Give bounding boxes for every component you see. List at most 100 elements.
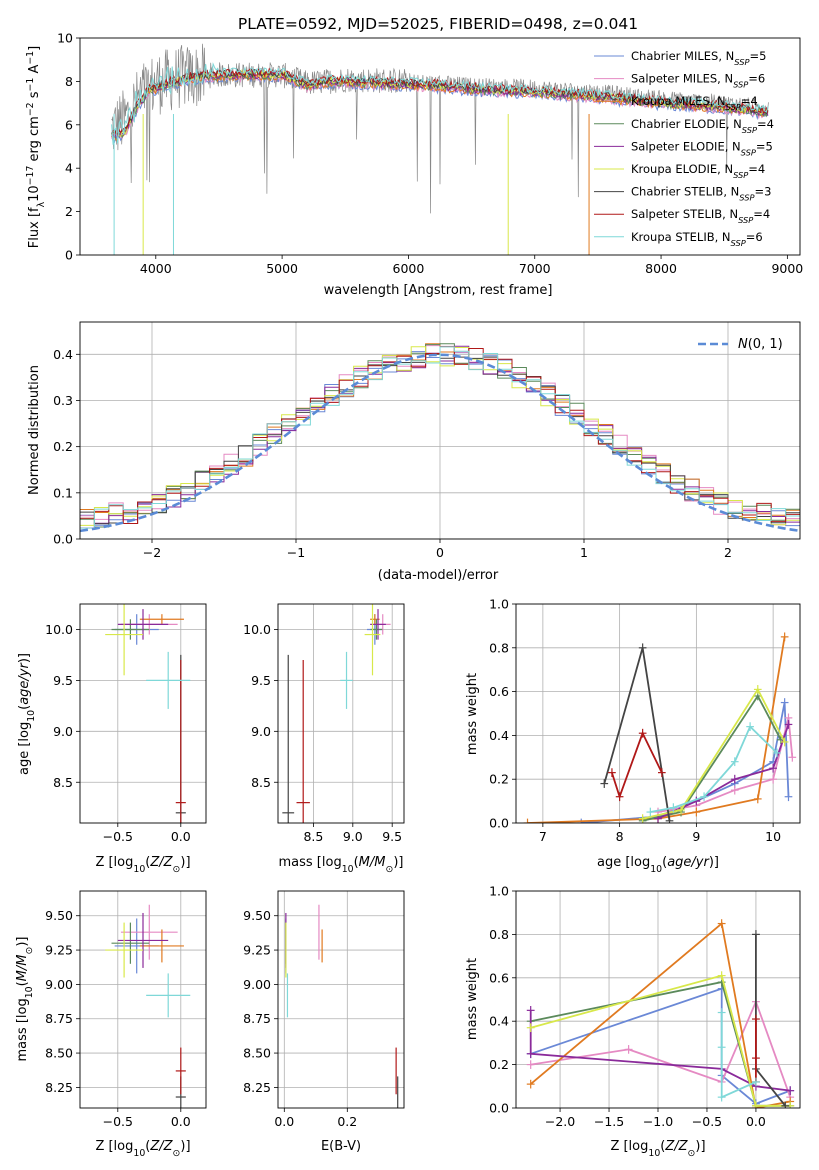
label-part: SSP bbox=[741, 147, 756, 157]
x-tick-label: 5000 bbox=[266, 261, 298, 276]
axes-age_vs_Z: −0.5 0.08.59.09.510.0Z [log10(Z/Z⊙)]age [… bbox=[17, 603, 207, 875]
axes-weight_vs_Z: −2.0 −1.5 −1.0 −0.5 0.0 0.0 0.2 0.4 0.6 0.8 1.0 Z [… bbox=[465, 884, 801, 1159]
axes-frame-mass_vs_Z bbox=[79, 890, 207, 1109]
label-part: 10 bbox=[648, 1148, 660, 1159]
label-part: )] bbox=[695, 1139, 705, 1154]
y-tick-label: 9.0 bbox=[251, 724, 271, 739]
x-tick-label: 1 bbox=[580, 545, 588, 560]
axes-frame-weight_vs_Z bbox=[515, 890, 801, 1109]
label-part: SSP bbox=[742, 125, 757, 135]
label-part: )] bbox=[393, 855, 403, 870]
x-axis-label: Z [log10(Z/Z⊙)] bbox=[95, 855, 190, 875]
axes-frame-age_vs_mass bbox=[277, 603, 405, 824]
label-part: −2 bbox=[25, 102, 36, 116]
Z-weight-line bbox=[530, 921, 791, 1108]
label-part: SSP bbox=[733, 80, 748, 90]
y-tick-label: 8.25 bbox=[243, 1080, 271, 1095]
y-tick-label: 0 bbox=[65, 248, 73, 263]
axes-spectrum: 4000 5000 6000 7000 8000 9000 0 2 4 6 8 10 Chabrier … bbox=[25, 31, 804, 299]
axes-frame-mass_vs_ebv bbox=[277, 890, 405, 1109]
label-part: M/M bbox=[15, 955, 30, 982]
label-part: 10 bbox=[24, 986, 35, 998]
label-part: ( bbox=[662, 855, 667, 870]
age-weight-line bbox=[650, 725, 778, 813]
x-tick-label: −0.5 bbox=[692, 1114, 722, 1129]
label-part: Kroupa MILES, N bbox=[631, 94, 726, 108]
y-tick-label: 0.4 bbox=[489, 728, 509, 743]
age-weight-line bbox=[657, 717, 794, 813]
label-part: =3 bbox=[754, 185, 771, 199]
plot-area-mass_vs_ebv bbox=[278, 891, 404, 1108]
label-part: Kroupa ELODIE, N bbox=[631, 162, 733, 176]
y-tick-label: 6 bbox=[65, 117, 73, 132]
label-part: SSP bbox=[733, 170, 748, 180]
x-tick-label: 9.0 bbox=[343, 829, 363, 844]
x-tick-label: 0.2 bbox=[337, 1114, 357, 1129]
label-part: age [log bbox=[17, 722, 32, 775]
label-part: −1 bbox=[25, 51, 36, 65]
age-weight-line bbox=[603, 647, 671, 821]
label-part: Kroupa STELIB, N bbox=[631, 230, 731, 244]
y-axis-label: mass weight bbox=[465, 673, 480, 755]
label-part: Salpeter ELODIE, N bbox=[631, 139, 741, 153]
label-part: 10 bbox=[133, 864, 145, 875]
y-tick-label: 9.25 bbox=[45, 943, 73, 958]
age-weight-line bbox=[657, 724, 790, 820]
y-tick-label: 8.5 bbox=[251, 775, 271, 790]
y-tick-label: 9.50 bbox=[45, 908, 73, 923]
x-tick-label: 2 bbox=[724, 545, 732, 560]
label-part: )] bbox=[180, 855, 190, 870]
legend-entry: Salpeter STELIB, NSSP=4 bbox=[631, 207, 770, 225]
y-tick-label: 8.25 bbox=[45, 1080, 73, 1095]
x-tick-label: 8 bbox=[616, 829, 624, 844]
y-tick-label: 0.8 bbox=[489, 927, 509, 942]
axes-frame-residuals bbox=[79, 321, 801, 540]
y-tick-label: 9.0 bbox=[53, 724, 73, 739]
plot-area-weight_vs_age bbox=[516, 604, 800, 823]
label-part: ⊙ bbox=[173, 864, 181, 875]
label-part: )] bbox=[15, 937, 30, 947]
label-part: λ bbox=[36, 201, 47, 207]
label-part: ( bbox=[145, 855, 150, 870]
y-axis-label: Flux [fλ10−17 erg cm−2 s−1 A−1] bbox=[25, 46, 47, 248]
label-part: mass [log bbox=[15, 998, 30, 1061]
y-tick-label: 9.5 bbox=[251, 673, 271, 688]
label-part: SSP bbox=[738, 215, 753, 225]
label-part: ⊙ bbox=[385, 864, 393, 875]
x-axis-label: Z [log10(Z/Z⊙)] bbox=[95, 1139, 190, 1159]
label-part: =5 bbox=[749, 49, 766, 63]
y-tick-label: 0.2 bbox=[489, 1057, 509, 1072]
axes-mass_vs_ebv: 0.0 0.2 8.25 8.50 8.75 9.00 9.25 9.50 E(B-V) bbox=[243, 890, 405, 1154]
label-part: =4 bbox=[741, 94, 758, 108]
label-part: N bbox=[738, 337, 748, 352]
label-part: M/M bbox=[359, 855, 386, 870]
label-part: Flux [f bbox=[27, 207, 42, 248]
y-tick-label: 9.5 bbox=[53, 673, 73, 688]
x-tick-label: 0.0 bbox=[171, 829, 191, 844]
axes-age_vs_mass: 8.5 9.0 9.5 8.5 9.0 9.5 10.0 mass [log10(M/M⊙)] bbox=[243, 603, 405, 875]
model-spectrum-line bbox=[111, 68, 769, 139]
label-part: ⊙ bbox=[24, 947, 35, 955]
label-part: =4 bbox=[748, 162, 765, 176]
label-part: erg cm bbox=[27, 116, 42, 165]
label-part: mass [log bbox=[279, 855, 342, 870]
age-weight-line bbox=[642, 687, 786, 820]
label-part: ( bbox=[145, 1139, 150, 1154]
label-part: age/yr bbox=[17, 661, 32, 704]
y-tick-label: 0.3 bbox=[53, 393, 73, 408]
label-part: Z [log bbox=[95, 855, 133, 870]
x-tick-label: 0.0 bbox=[171, 1114, 191, 1129]
y-tick-label: 0.6 bbox=[489, 684, 509, 699]
label-part: Z/Z bbox=[664, 1139, 688, 1154]
x-tick-label: 9.5 bbox=[382, 829, 402, 844]
label-part: ] bbox=[27, 46, 42, 51]
label-part: =4 bbox=[753, 207, 770, 221]
age-weight-line bbox=[611, 730, 663, 800]
x-tick-label: −2.0 bbox=[545, 1114, 575, 1129]
label-part: SSP bbox=[726, 102, 741, 112]
axes-frame-weight_vs_age bbox=[515, 603, 801, 824]
x-tick-label: 9 bbox=[692, 829, 700, 844]
label-part: )] bbox=[180, 1139, 190, 1154]
y-tick-label: 0.4 bbox=[489, 1014, 509, 1029]
y-tick-label: 0.2 bbox=[53, 439, 73, 454]
